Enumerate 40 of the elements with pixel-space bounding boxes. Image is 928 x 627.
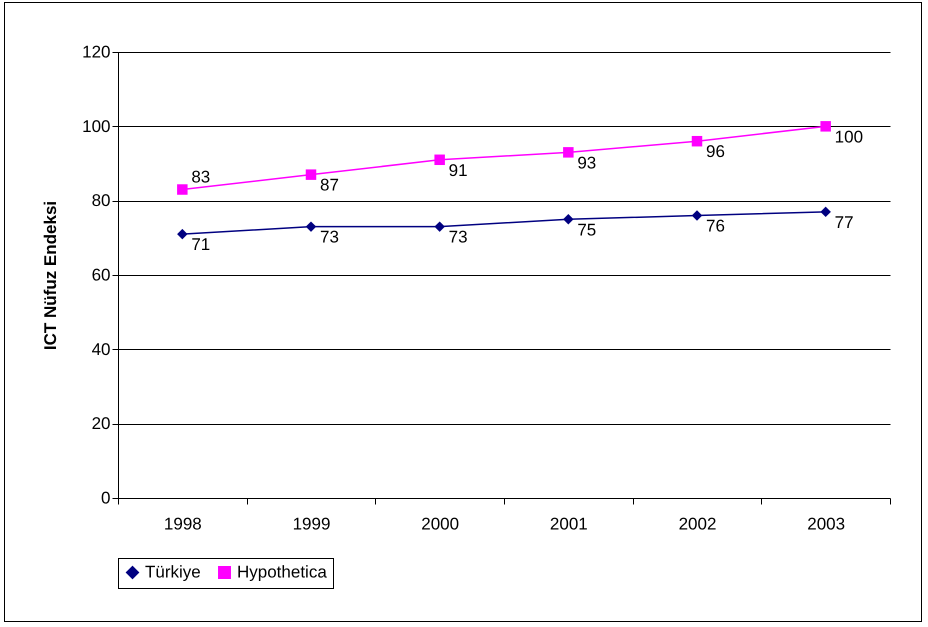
point xyxy=(434,154,445,166)
data-label: 91 xyxy=(448,160,468,180)
data-label: 71 xyxy=(191,235,210,254)
x-tick-label: 1999 xyxy=(292,514,330,534)
point xyxy=(434,221,445,232)
y-tick-label: 60 xyxy=(92,266,110,284)
y-tick-label: 40 xyxy=(92,340,110,359)
point xyxy=(820,206,831,218)
point xyxy=(692,210,702,221)
x-tick-label: 2001 xyxy=(550,514,588,534)
y-tick-label: 20 xyxy=(92,414,110,434)
data-label: 96 xyxy=(706,142,725,162)
point xyxy=(563,214,574,224)
point xyxy=(306,221,316,232)
data-label: 83 xyxy=(191,168,210,187)
data-label: 100 xyxy=(834,127,864,146)
data-label: 93 xyxy=(577,153,596,172)
legend-label: Hypothetica xyxy=(237,562,328,582)
data-label: 87 xyxy=(320,176,339,195)
y-tick-label: 100 xyxy=(82,116,110,136)
legend-label: Türkiye xyxy=(145,562,201,582)
y-axis-title: ICT Nüfuz Endeksi xyxy=(41,200,60,350)
y-tick-label: 80 xyxy=(92,191,110,210)
data-label: 75 xyxy=(577,220,596,240)
x-tick-label: 2003 xyxy=(807,514,846,534)
point xyxy=(692,136,702,146)
data-label: 76 xyxy=(706,216,725,236)
data-label: 73 xyxy=(320,228,339,247)
point xyxy=(820,121,831,132)
point xyxy=(563,147,574,158)
point xyxy=(177,184,188,195)
data-label: 77 xyxy=(834,212,854,232)
x-tick-label: 2000 xyxy=(421,514,460,534)
point xyxy=(306,169,316,180)
x-tick-label: 1998 xyxy=(164,514,202,534)
y-tick-label: 0 xyxy=(101,488,110,508)
point xyxy=(177,228,188,240)
y-tick-label: 120 xyxy=(82,42,110,62)
x-tick-label: 2002 xyxy=(678,514,716,534)
data-label: 73 xyxy=(448,228,468,247)
